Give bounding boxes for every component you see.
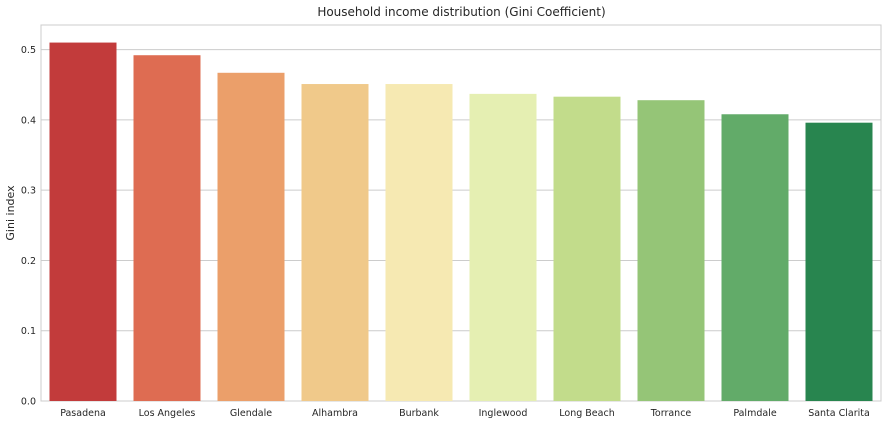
- y-tick-label: 0.1: [21, 326, 36, 337]
- bar-palmdale: [721, 114, 789, 401]
- x-tick-label: Alhambra: [312, 408, 358, 419]
- bar-santa-clarita: [805, 122, 873, 401]
- y-tick-label: 0.2: [21, 256, 36, 267]
- y-tick-label: 0.4: [21, 115, 36, 126]
- x-tick-label: Palmdale: [733, 408, 777, 419]
- x-tick-label: Burbank: [399, 408, 439, 419]
- y-tick-label: 0.0: [21, 397, 36, 408]
- x-tick-label: Los Angeles: [139, 408, 196, 419]
- y-tick-label: 0.3: [21, 186, 36, 197]
- x-tick-label: Pasadena: [60, 408, 106, 419]
- bar-inglewood: [469, 93, 537, 402]
- y-tick-labels: 0.0 0.1 0.2 0.3 0.4 0.5: [21, 45, 36, 407]
- x-tick-label: Glendale: [230, 408, 272, 419]
- bars: [49, 42, 873, 402]
- bar-los-angeles: [133, 55, 201, 401]
- chart-title: Household income distribution (Gini Coef…: [317, 5, 605, 19]
- bar-pasadena: [49, 42, 117, 401]
- bar-burbank: [385, 84, 453, 401]
- x-tick-label: Long Beach: [559, 408, 614, 419]
- bar-torrance: [637, 100, 705, 401]
- x-tick-label: Torrance: [650, 408, 692, 419]
- y-tick-label: 0.5: [21, 45, 36, 56]
- bar-glendale: [217, 72, 285, 401]
- x-tick-label: Inglewood: [479, 408, 528, 419]
- x-tick-label: Santa Clarita: [808, 408, 870, 419]
- bar-long-beach: [553, 96, 621, 401]
- y-axis-label: Gini index: [4, 185, 17, 241]
- x-tick-labels: Pasadena Los Angeles Glendale Alhambra Burba…: [60, 408, 870, 419]
- bar-alhambra: [301, 84, 369, 401]
